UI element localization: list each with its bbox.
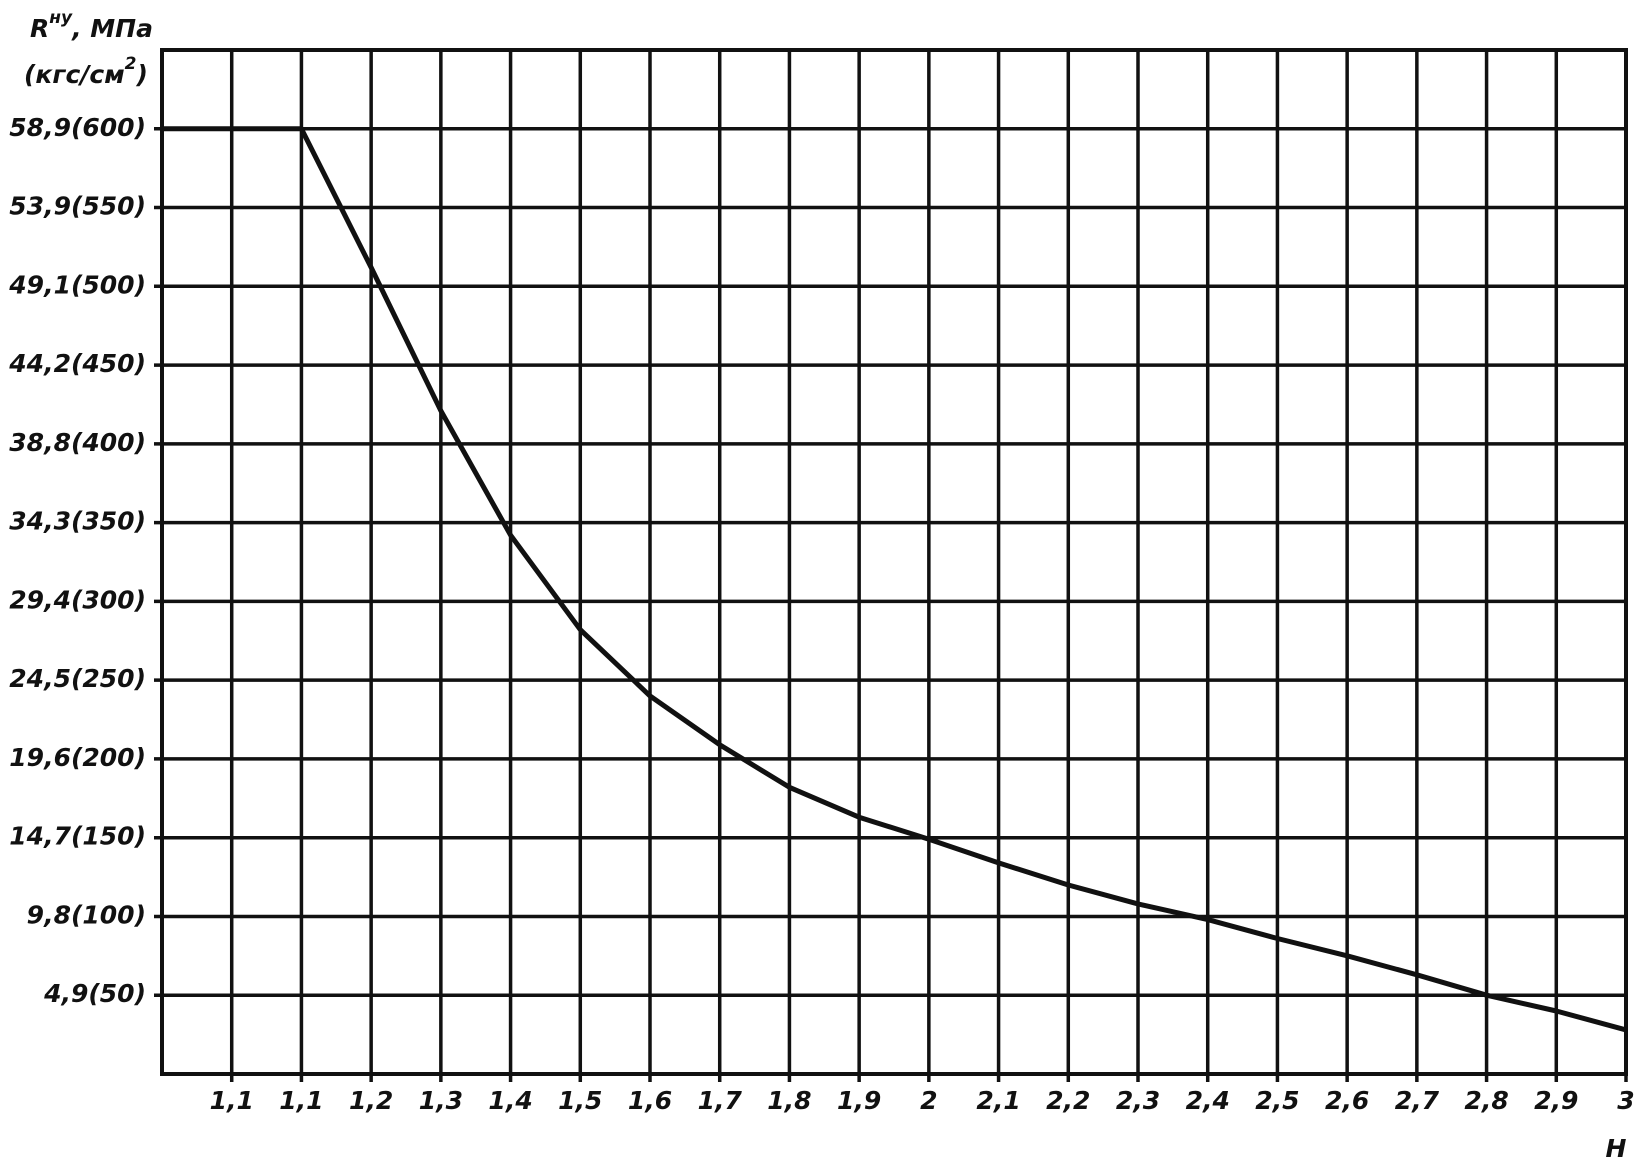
x-tick-label: 2,5 bbox=[1255, 1086, 1299, 1115]
y-tick-label: 24,5(250) bbox=[9, 664, 146, 693]
y-tick-label: 9,8(100) bbox=[27, 900, 146, 929]
plot-frame bbox=[160, 48, 1628, 1076]
y-tick-label: 58,9(600) bbox=[9, 113, 146, 142]
x-tick-label: 2,7 bbox=[1395, 1086, 1440, 1115]
y-tick-label: 4,9(50) bbox=[43, 979, 146, 1008]
x-tick-label: 1,5 bbox=[558, 1086, 602, 1115]
y-axis-unit: (кгс/см2) bbox=[24, 54, 148, 89]
y-tick-label: 38,8(400) bbox=[9, 428, 146, 457]
y-tick-label: 14,7(150) bbox=[9, 822, 146, 851]
y-tick-label: 49,1(500) bbox=[8, 270, 146, 299]
y-tick-label: 34,3(350) bbox=[9, 507, 146, 536]
x-tick-label: 1,6 bbox=[628, 1086, 672, 1115]
x-tick-label: 2,1 bbox=[976, 1086, 1020, 1115]
x-axis-label: H bbox=[1606, 1134, 1627, 1163]
y-tick-label: 19,6(200) bbox=[9, 743, 146, 772]
y-tick-label: 44,2(450) bbox=[8, 349, 146, 378]
x-tick-label: 1,3 bbox=[419, 1086, 463, 1115]
data-line bbox=[162, 126, 1627, 1033]
x-tick-label: 1,1 bbox=[210, 1086, 254, 1115]
x-tick-label: 2,9 bbox=[1534, 1086, 1578, 1115]
x-tick-label: 1,8 bbox=[767, 1086, 811, 1115]
y-tick-label: 29,4(300) bbox=[9, 585, 146, 614]
y-tick-label: 53,9(550) bbox=[9, 192, 146, 221]
x-tick-label: 1,7 bbox=[698, 1086, 743, 1115]
x-tick-label: 1,2 bbox=[349, 1086, 393, 1115]
x-tick-label: 1,1 bbox=[279, 1086, 323, 1115]
y-axis-label: Rну, МПа bbox=[30, 8, 153, 43]
x-tick-label: 2,2 bbox=[1046, 1086, 1090, 1115]
x-tick-label: 2 bbox=[920, 1086, 937, 1115]
x-tick-label: 2,6 bbox=[1325, 1086, 1369, 1115]
x-tick-label: 1,4 bbox=[488, 1086, 532, 1115]
x-tick-label: 2,4 bbox=[1186, 1086, 1230, 1115]
x-tick-label: 2,8 bbox=[1464, 1086, 1508, 1115]
x-tick-label: 1,9 bbox=[837, 1086, 881, 1115]
x-tick-label: 2,3 bbox=[1116, 1086, 1160, 1115]
x-tick-label: 3 bbox=[1617, 1086, 1634, 1115]
